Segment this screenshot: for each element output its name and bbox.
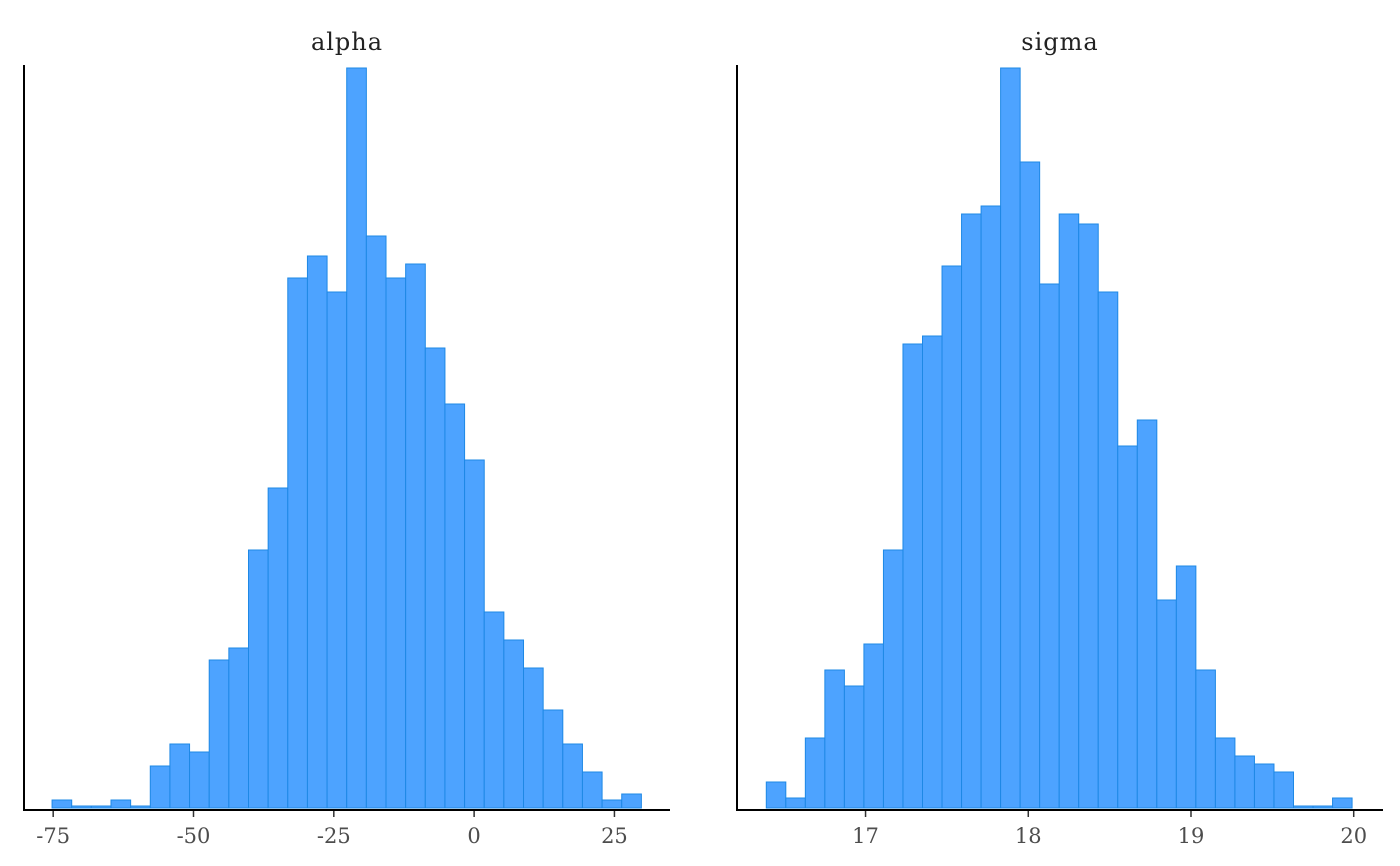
bar [483, 611, 505, 809]
bar [405, 263, 426, 809]
bar [824, 669, 845, 809]
bar [843, 685, 865, 809]
bar [1273, 771, 1295, 809]
bar [1214, 737, 1236, 809]
bar [208, 659, 230, 809]
bar [149, 765, 171, 809]
x-tick-label: 0 [467, 824, 480, 848]
bar [804, 737, 826, 809]
bar [523, 667, 544, 809]
bar [444, 403, 466, 809]
bar [1253, 763, 1275, 809]
bar [385, 277, 407, 809]
bar [503, 639, 525, 809]
bar [169, 743, 191, 809]
panel-title: sigma [1021, 28, 1098, 56]
bar [51, 799, 73, 809]
bar [365, 235, 387, 809]
bar [1058, 213, 1080, 809]
bar [601, 799, 623, 809]
bar [1117, 445, 1138, 809]
bar [71, 805, 92, 809]
bar [765, 781, 787, 809]
bar [189, 751, 210, 809]
bar [922, 335, 943, 809]
bar [1332, 797, 1353, 809]
panel-title: alpha [311, 28, 383, 56]
bar [980, 205, 1002, 809]
bar [562, 743, 583, 809]
bar [863, 643, 884, 809]
x-tick-label: 17 [852, 824, 879, 848]
bar [961, 213, 982, 809]
bar [306, 255, 328, 809]
bar [1195, 669, 1216, 809]
bar [785, 797, 806, 809]
bar [882, 549, 904, 809]
bar [424, 347, 446, 809]
x-tick-label: 20 [1340, 824, 1367, 848]
bar [1175, 565, 1197, 809]
bar [1136, 419, 1158, 809]
bar [621, 793, 642, 809]
bar [90, 805, 112, 809]
bar [542, 709, 564, 809]
bar [130, 805, 151, 809]
bar [110, 799, 132, 809]
x-tick-label: 25 [601, 824, 628, 848]
bar [1156, 599, 1177, 809]
bar [1293, 805, 1314, 809]
bar [1078, 223, 1099, 809]
x-tick-label: 18 [1015, 824, 1042, 848]
bar [287, 277, 308, 809]
bar [346, 67, 367, 809]
x-tick-label: -75 [36, 824, 70, 848]
bar [326, 291, 348, 809]
bar [1312, 805, 1334, 809]
bar [1234, 755, 1255, 809]
x-tick-label: 19 [1178, 824, 1205, 848]
x-tick-label: -50 [177, 824, 211, 848]
bar [1000, 67, 1021, 809]
bar [941, 265, 963, 809]
bar [248, 549, 269, 809]
bar [267, 487, 289, 809]
bar [581, 771, 603, 809]
bar [464, 459, 485, 809]
bar [1019, 161, 1041, 809]
bar [1039, 283, 1060, 809]
bar [902, 343, 924, 809]
x-tick-label: -25 [317, 824, 351, 848]
bar [228, 647, 250, 809]
bar [1097, 291, 1119, 809]
